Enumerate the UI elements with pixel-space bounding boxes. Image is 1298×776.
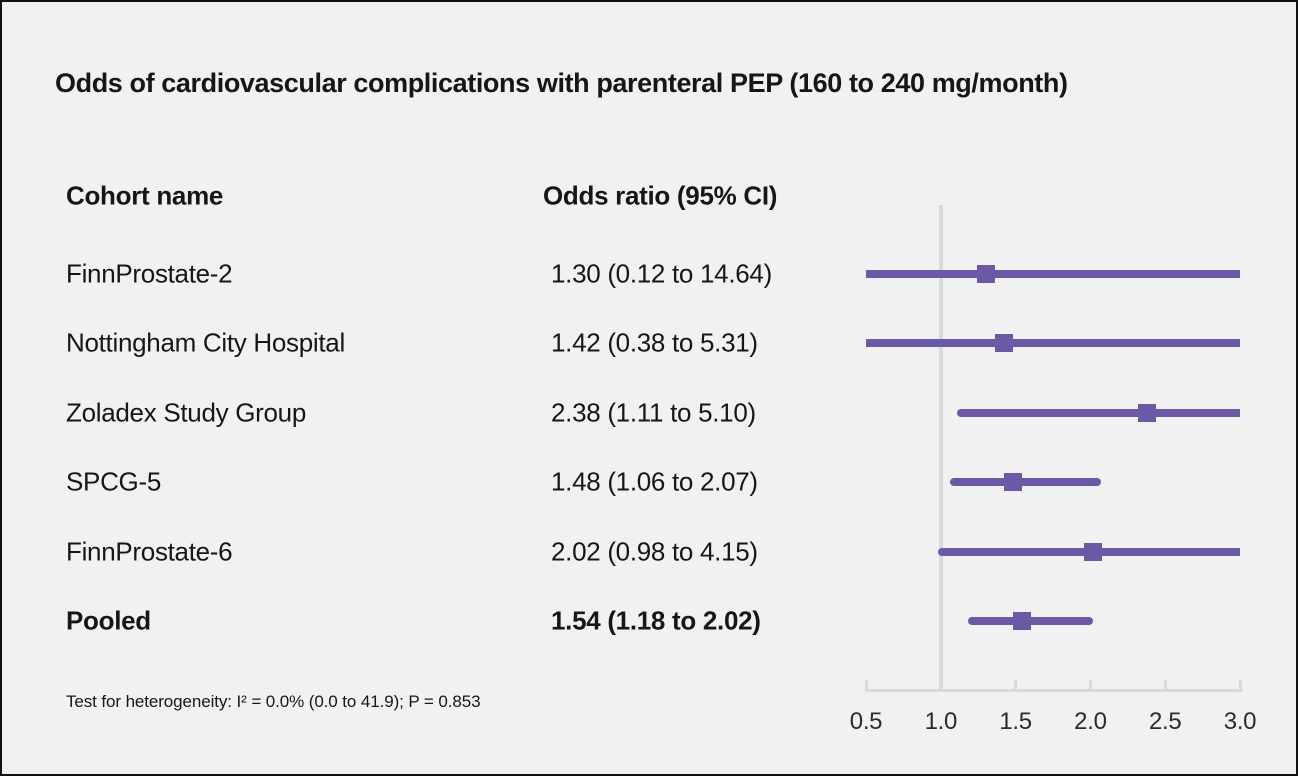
x-tick-label: 2.0	[1074, 708, 1107, 735]
x-tick	[1088, 680, 1092, 689]
cohort-name: Nottingham City Hospital	[66, 327, 345, 358]
cohort-name: Zoladex Study Group	[66, 397, 306, 428]
odds-ratio-value: 1.48 (1.06 to 2.07)	[551, 466, 758, 497]
reference-line	[938, 205, 943, 692]
column-header-odds-ratio: Odds ratio (95% CI)	[543, 180, 778, 211]
or-marker	[1012, 612, 1031, 630]
or-marker	[994, 334, 1013, 352]
cohort-name: FinnProstate-6	[66, 536, 233, 567]
cohort-name: Pooled	[66, 605, 151, 636]
figure-title: Odds of cardiovascular complications wit…	[55, 68, 1068, 98]
odds-ratio-value: 2.38 (1.11 to 5.10)	[551, 397, 756, 428]
x-tick	[939, 680, 943, 689]
odds-ratio-value: 2.02 (0.98 to 4.15)	[551, 536, 758, 567]
x-tick	[864, 680, 868, 689]
cohort-name: SPCG-5	[66, 466, 162, 497]
or-marker	[1084, 543, 1103, 561]
x-tick-label: 2.5	[1148, 708, 1182, 735]
x-tick-label: 0.5	[849, 708, 883, 735]
odds-ratio-value: 1.30 (0.12 to 14.64)	[551, 258, 772, 289]
ci-line	[957, 409, 1240, 417]
or-marker	[1138, 404, 1157, 422]
x-axis-line	[865, 689, 1243, 692]
cohort-name: FinnProstate-2	[66, 258, 233, 289]
x-tick-label: 1.0	[924, 708, 958, 735]
ci-line	[866, 270, 1240, 278]
odds-ratio-value: 1.42 (0.38 to 5.31)	[551, 327, 758, 358]
x-tick	[1014, 680, 1018, 689]
x-tick	[1238, 680, 1242, 689]
heterogeneity-footnote: Test for heterogeneity: I² = 0.0% (0.0 t…	[66, 692, 481, 711]
or-marker	[1003, 473, 1022, 491]
column-header-cohort: Cohort name	[66, 180, 224, 211]
ci-line	[866, 339, 1240, 347]
ci-line	[949, 478, 1101, 486]
odds-ratio-value: 1.54 (1.18 to 2.02)	[551, 605, 761, 636]
or-marker	[976, 265, 995, 283]
x-tick-label: 3.0	[1223, 708, 1257, 735]
x-tick-label: 1.5	[999, 708, 1032, 735]
x-tick	[1163, 680, 1167, 689]
